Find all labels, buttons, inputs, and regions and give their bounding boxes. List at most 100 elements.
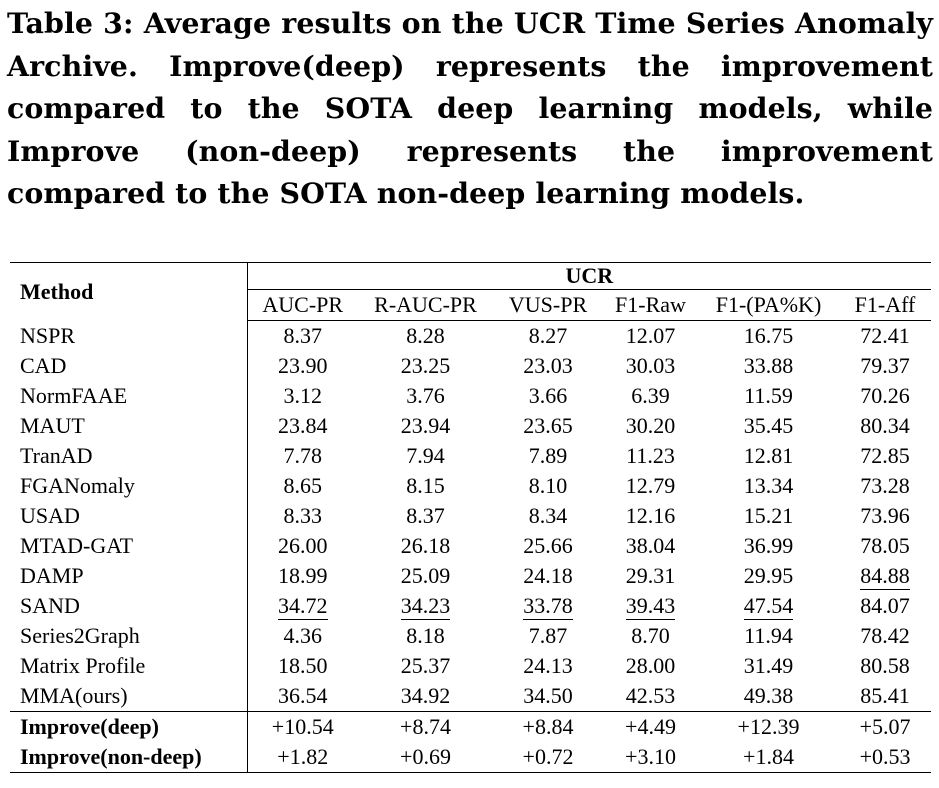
best-value-cell: 85.41 (839, 681, 932, 712)
table-row: FGANomaly 8.65 8.15 8.10 12.79 13.34 73.… (10, 471, 931, 501)
value-cell: 23.65 (523, 413, 573, 438)
value-cell: 38.04 (625, 533, 676, 558)
method-cell: Matrix Profile (10, 651, 248, 681)
value-cell: 79.37 (860, 353, 910, 378)
value-cell: 8.27 (528, 323, 568, 348)
value-cell: +8.84 (522, 714, 574, 739)
value-cell: 29.95 (743, 563, 794, 588)
results-table: Method UCR AUC-PR R-AUC-PR VUS-PR F1-Raw… (10, 262, 932, 773)
method-cell: TranAD (10, 441, 248, 471)
value-cell: 23.25 (400, 353, 451, 378)
value-cell: 29.31 (625, 563, 676, 588)
column-header: F1-Raw (603, 289, 698, 321)
value-cell: 7.87 (528, 623, 568, 648)
best-value-cell: 49.38 (698, 681, 839, 712)
column-header: VUS-PR (493, 289, 603, 321)
method-cell: MAUT (10, 411, 248, 441)
second-best-value: 33.78 (523, 593, 573, 620)
value-cell: 26.00 (278, 533, 328, 558)
value-cell: 15.21 (743, 503, 794, 528)
method-cell: DAMP (10, 561, 248, 591)
ucr-group-header: UCR (247, 262, 932, 290)
value-cell: +0.69 (358, 742, 493, 773)
method-cell: CAD (10, 351, 248, 381)
method-cell: USAD (10, 501, 248, 531)
value-cell: 6.39 (631, 383, 670, 408)
value-cell: 72.41 (860, 323, 910, 348)
value-cell: 73.28 (860, 473, 910, 498)
value-cell: 8.33 (283, 503, 323, 528)
column-header: R-AUC-PR (358, 289, 493, 321)
value-cell: 7.78 (283, 443, 323, 468)
value-cell: 8.28 (406, 323, 445, 348)
value-cell-underlined: 33.78 (493, 591, 603, 621)
value-cell: +5.07 (859, 714, 911, 739)
value-cell: 11.94 (744, 623, 793, 648)
value-cell: 25.37 (400, 653, 451, 678)
value-cell-underlined: 39.43 (603, 591, 698, 621)
value-cell: 8.10 (528, 473, 568, 498)
value-cell: 33.88 (743, 353, 794, 378)
value-cell-underlined: 47.54 (698, 591, 839, 621)
method-cell: SAND (10, 591, 248, 621)
method-cell: FGANomaly (10, 471, 248, 501)
value-cell: 36.99 (743, 533, 794, 558)
value-cell: 3.12 (283, 383, 323, 408)
table-row: NormFAAE 3.12 3.76 3.66 6.39 11.59 70.26 (10, 381, 931, 411)
value-cell: 78.05 (860, 533, 910, 558)
best-value-cell: 36.54 (247, 681, 358, 712)
value-cell: 24.18 (523, 563, 573, 588)
value-cell: +1.84 (698, 742, 839, 773)
value-cell: 13.34 (743, 473, 794, 498)
method-cell: NSPR (10, 320, 248, 351)
value-cell: 30.03 (625, 353, 676, 378)
value-cell: 12.07 (625, 323, 676, 348)
header-row-columns: AUC-PR R-AUC-PR VUS-PR F1-Raw F1-(PA%K) … (10, 289, 932, 321)
table-row-ours: MMA(ours) 36.54 34.92 34.50 42.53 49.38 … (10, 681, 932, 712)
value-cell: 23.94 (400, 413, 451, 438)
value-cell: 11.59 (744, 383, 793, 408)
value-cell: 8.70 (631, 623, 670, 648)
table-row: Matrix Profile 18.50 25.37 24.13 28.00 3… (10, 651, 931, 681)
value-cell: 18.50 (278, 653, 328, 678)
method-cell: MTAD-GAT (10, 531, 248, 561)
value-cell: 70.26 (860, 383, 910, 408)
value-cell-underlined: 34.72 (247, 591, 358, 621)
method-cell: Improve(non-deep) (10, 742, 248, 773)
value-cell: 26.18 (400, 533, 451, 558)
value-cell: +3.10 (603, 742, 698, 773)
method-header: Method (10, 262, 248, 321)
value-cell: 8.37 (406, 503, 445, 528)
best-value-cell: 42.53 (603, 681, 698, 712)
table-row: TranAD 7.78 7.94 7.89 11.23 12.81 72.85 (10, 441, 931, 471)
column-header: AUC-PR (247, 289, 358, 321)
value-cell: +4.49 (625, 714, 676, 739)
method-cell: NormFAAE (10, 381, 248, 411)
method-cell: MMA(ours) (10, 681, 248, 712)
table-row: CAD 23.90 23.25 23.03 30.03 33.88 79.37 (10, 351, 931, 381)
value-cell: +8.74 (400, 714, 451, 739)
value-cell: +0.72 (493, 742, 603, 773)
value-cell: 3.66 (528, 383, 568, 408)
value-cell: 25.09 (400, 563, 451, 588)
second-best-value: 84.88 (860, 563, 910, 590)
value-cell: 84.07 (860, 593, 910, 618)
method-cell: Improve(deep) (10, 711, 248, 742)
value-cell: +1.82 (247, 742, 358, 773)
value-cell: 78.42 (860, 623, 910, 648)
second-best-value: 34.23 (400, 593, 451, 620)
second-best-value: 47.54 (743, 593, 794, 620)
value-cell: +10.54 (271, 714, 334, 739)
value-cell: 4.36 (283, 623, 323, 648)
table-caption: Table 3: Average results on the UCR Time… (7, 6, 933, 210)
value-cell: 8.37 (283, 323, 323, 348)
value-cell: 18.99 (278, 563, 328, 588)
value-cell: 30.20 (625, 413, 676, 438)
value-cell: 7.89 (528, 443, 568, 468)
value-cell: 8.34 (528, 503, 568, 528)
value-cell-underlined: 84.88 (839, 561, 931, 591)
value-cell: 23.03 (523, 353, 573, 378)
best-value-cell: 34.92 (358, 681, 493, 712)
table-row-improve-deep: Improve(deep) +10.54 +8.74 +8.84 +4.49 +… (10, 711, 931, 742)
column-header: F1-(PA%K) (698, 289, 839, 321)
